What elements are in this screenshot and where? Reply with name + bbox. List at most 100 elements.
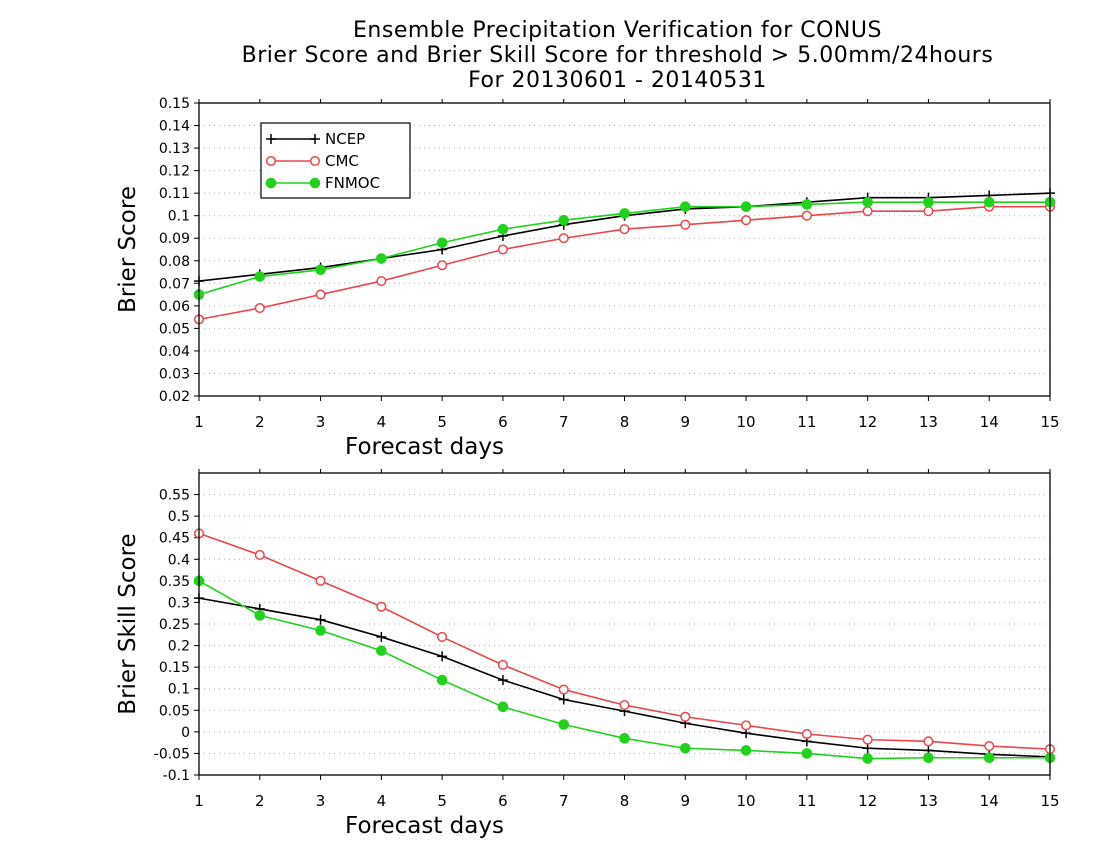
legend-marker bbox=[309, 155, 321, 167]
legend-label-fnmoc: FNMOC bbox=[325, 174, 380, 192]
x-tick-label: 7 bbox=[559, 792, 569, 810]
data-point-fnmoc bbox=[436, 674, 448, 686]
data-point-cmc bbox=[254, 549, 265, 561]
data-point-fnmoc bbox=[376, 645, 387, 657]
x-tick-label: 14 bbox=[980, 413, 999, 431]
data-point-cmc bbox=[984, 741, 995, 752]
data-point-cmc bbox=[862, 734, 873, 745]
y-tick-label: 0.02 bbox=[159, 389, 190, 405]
chart-title-line-2: Brier Score and Brier Skill Score for th… bbox=[241, 43, 994, 68]
x-tick-label: 4 bbox=[377, 413, 387, 431]
data-point-cmc bbox=[741, 720, 752, 731]
y-tick-label: 0.12 bbox=[159, 164, 190, 180]
data-point-cmc bbox=[680, 711, 691, 722]
y-tick-label: 0.03 bbox=[159, 366, 190, 382]
data-point-cmc bbox=[741, 215, 752, 226]
x-tick-label: 10 bbox=[737, 792, 756, 810]
y-tick-label: 0 bbox=[181, 725, 190, 741]
data-point-cmc bbox=[923, 206, 934, 217]
data-point-cmc bbox=[680, 219, 691, 230]
x-tick-label: 1 bbox=[194, 413, 204, 431]
x-tick-label: 6 bbox=[498, 792, 508, 810]
data-point-cmc bbox=[619, 224, 630, 235]
y-tick-label: 0.08 bbox=[159, 254, 190, 270]
chart-title-block: Ensemble Precipitation Verification for … bbox=[0, 18, 1100, 93]
y-tick-label: -0.1 bbox=[163, 768, 190, 784]
data-point-fnmoc bbox=[983, 196, 995, 208]
data-point-cmc bbox=[437, 631, 448, 642]
x-tick-label: 9 bbox=[681, 413, 691, 431]
plot-frame bbox=[198, 102, 1051, 397]
legend: NCEP CMC FNMOC bbox=[260, 122, 411, 199]
data-point-fnmoc bbox=[558, 214, 570, 226]
data-point-fnmoc bbox=[558, 719, 570, 730]
x-tick-label: 6 bbox=[498, 413, 508, 431]
x-tick-label: 7 bbox=[559, 413, 569, 431]
data-point-fnmoc bbox=[497, 701, 509, 713]
x-tick-label: 15 bbox=[1040, 792, 1059, 810]
y-tick-label: 0.11 bbox=[159, 186, 190, 202]
data-point-cmc bbox=[376, 601, 387, 612]
x-tick-label: 1 bbox=[194, 792, 204, 810]
x-tick-label: 3 bbox=[316, 413, 326, 431]
chart-title-line-1: Ensemble Precipitation Verification for … bbox=[353, 18, 882, 43]
legend-label-ncep: NCEP bbox=[325, 130, 365, 148]
legend-marker bbox=[309, 177, 321, 189]
x-tick-label: 2 bbox=[255, 792, 265, 810]
y-tick-label: 0.04 bbox=[159, 344, 190, 360]
data-point-cmc bbox=[862, 206, 873, 217]
legend-marker bbox=[265, 155, 277, 167]
y-tick-label: 0.05 bbox=[159, 703, 190, 719]
y-tick-label: 0.45 bbox=[159, 531, 190, 547]
y-tick-label: 0.55 bbox=[159, 488, 190, 504]
x-tick-label: 12 bbox=[858, 792, 877, 810]
data-point-fnmoc bbox=[679, 742, 691, 754]
brier-skill-score-panel: -0.1 -0.05 0 0.05 0.1 0.15 0.2 0.25 0.3 0.35 0.4 0.… bbox=[115, 469, 1060, 839]
x-tick-label: 13 bbox=[919, 413, 938, 431]
y-tick-label: 0.05 bbox=[159, 321, 190, 337]
y-tick-label: 0.35 bbox=[159, 574, 190, 590]
brier-score-panel: 0.02 0.03 0.04 0.05 0.06 0.07 0.08 0.09 0.1 0.11 0… bbox=[115, 96, 1060, 460]
y-axis-label: Brier Score bbox=[115, 186, 141, 313]
y-axis-label: Brier Skill Score bbox=[115, 533, 141, 714]
data-point-fnmoc bbox=[254, 610, 266, 621]
y-tick-label: 0.13 bbox=[159, 141, 190, 157]
legend-label-cmc: CMC bbox=[325, 152, 359, 170]
x-tick-label: 2 bbox=[255, 413, 265, 431]
data-point-cmc bbox=[619, 700, 630, 711]
y-tick-label: 0.06 bbox=[159, 299, 190, 315]
x-tick-label: 8 bbox=[620, 413, 630, 431]
data-point-cmc bbox=[315, 289, 326, 300]
data-point-fnmoc bbox=[315, 625, 326, 636]
series-line-cmc bbox=[198, 205, 1050, 321]
y-tick-label: -0.05 bbox=[154, 746, 190, 762]
y-tick-label: 0.09 bbox=[159, 231, 190, 247]
data-point-fnmoc bbox=[619, 733, 630, 744]
data-point-ncep bbox=[437, 651, 448, 662]
data-point-fnmoc bbox=[923, 196, 934, 208]
data-point-ncep bbox=[862, 743, 873, 754]
y-tick-label: 0.25 bbox=[159, 617, 190, 633]
y-tick-label: 0.15 bbox=[159, 660, 190, 676]
data-point-cmc bbox=[923, 736, 934, 747]
data-point-fnmoc bbox=[862, 753, 873, 764]
data-point-cmc bbox=[801, 728, 812, 740]
y-tick-label: 0.07 bbox=[159, 276, 190, 292]
data-point-fnmoc bbox=[619, 208, 630, 219]
x-tick-label: 5 bbox=[437, 792, 447, 810]
y-tick-label: 0.14 bbox=[159, 119, 190, 135]
chart-title-line-3: For 20130601 - 20140531 bbox=[468, 68, 767, 93]
x-tick-label: 15 bbox=[1040, 413, 1059, 431]
plot-frame bbox=[198, 472, 1051, 776]
data-point-fnmoc bbox=[254, 271, 266, 282]
x-tick-label: 10 bbox=[737, 413, 756, 431]
x-tick-label: 4 bbox=[377, 792, 387, 810]
y-tick-label: 0.1 bbox=[168, 682, 190, 698]
data-point-fnmoc bbox=[983, 752, 995, 764]
y-tick-label: 0.15 bbox=[159, 96, 190, 112]
data-point-cmc bbox=[376, 276, 387, 287]
x-tick-label: 11 bbox=[797, 413, 816, 431]
data-point-cmc bbox=[497, 659, 508, 671]
x-tick-label: 3 bbox=[316, 792, 326, 810]
